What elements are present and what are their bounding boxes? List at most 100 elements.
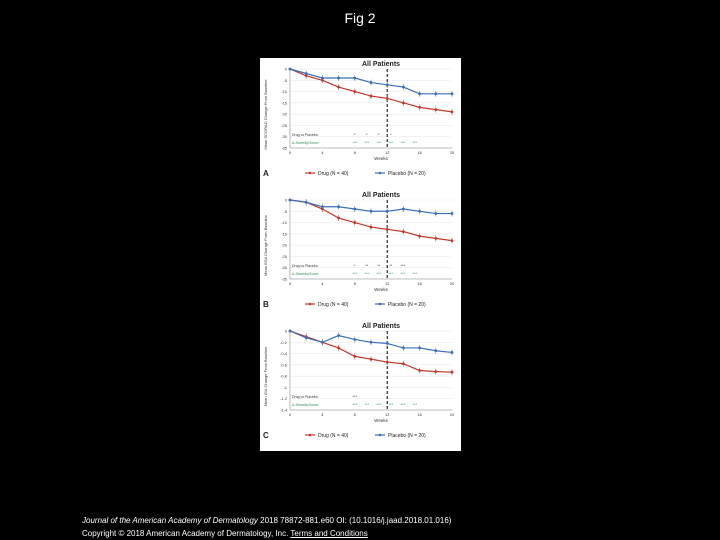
placebo-data-point <box>288 329 292 333</box>
legend-marker <box>378 171 382 175</box>
drug-data-point <box>369 94 373 98</box>
placebo-data-point <box>402 207 405 211</box>
citation-footer: Journal of the American Academy of Derma… <box>82 515 451 538</box>
y-tick-label: -30 <box>281 265 288 270</box>
y-tick-label: -5 <box>283 209 287 214</box>
placebo-data-point <box>337 334 340 337</box>
significance-mark: *** <box>400 263 405 268</box>
journal-name: Journal of the American Academy of Derma… <box>82 516 258 525</box>
annotation-label: Drug vs Placebo: <box>292 133 319 137</box>
y-tick-label: -5 <box>283 78 287 83</box>
placebo-data-point <box>402 85 405 89</box>
x-tick-label: 0 <box>289 412 292 417</box>
significance-mark: * <box>390 132 392 137</box>
drug-series-line <box>289 199 453 242</box>
drug-data-point <box>450 370 454 374</box>
x-tick-label: 20 <box>450 412 455 417</box>
significance-mark: *** <box>400 271 405 276</box>
legend-marker <box>378 433 382 437</box>
drug-series-line <box>289 330 453 373</box>
x-tick-label: 12 <box>385 150 390 155</box>
significance-mark: *** <box>412 140 417 145</box>
x-tick-label: 16 <box>417 150 422 155</box>
placebo-data-point <box>337 76 340 80</box>
legend-placebo-label: Placebo (N = 20) <box>388 433 426 439</box>
drug-data-point <box>369 225 373 229</box>
y-tick-label: 0 <box>285 329 288 334</box>
x-tick-label: 20 <box>450 150 455 155</box>
drug-data-point <box>402 230 405 233</box>
panel-label: B <box>263 300 269 309</box>
placebo-data-point <box>288 67 292 71</box>
placebo-data-point <box>288 198 292 202</box>
significance-mark: ** <box>389 263 393 268</box>
drug-data-point <box>385 360 389 364</box>
y-tick-label: -0.8 <box>280 374 288 379</box>
x-tick-label: 8 <box>354 412 357 417</box>
drug-data-point <box>337 346 340 350</box>
legend-marker <box>308 433 312 437</box>
x-axis-label: Weeks <box>374 156 388 161</box>
drug-data-point <box>337 85 340 89</box>
annotation-label: Δ-Severity/Score: <box>292 141 319 145</box>
copyright-line: Copyright © 2018 American Academy of Der… <box>82 528 368 540</box>
placebo-data-point <box>353 76 357 80</box>
drug-data-point <box>418 234 421 238</box>
y-tick-label: -25 <box>281 123 288 128</box>
legend-drug-label: Drug (N = 40) <box>318 171 349 177</box>
placebo-data-point <box>337 205 340 209</box>
drug-data-point <box>353 354 357 358</box>
drug-data-point <box>369 357 373 361</box>
placebo-data-point <box>304 72 308 75</box>
significance-mark: *** <box>388 140 393 145</box>
placebo-data-point <box>385 342 389 345</box>
drug-data-point <box>418 369 421 372</box>
y-tick-label: -0.6 <box>280 362 288 367</box>
significance-mark: *** <box>388 271 393 276</box>
panel-label: A <box>263 169 269 178</box>
y-tick-label: -25 <box>281 254 288 259</box>
x-tick-label: 4 <box>321 281 324 286</box>
placebo-data-point <box>450 92 454 96</box>
significance-mark: *** <box>364 140 369 145</box>
drug-data-point <box>385 96 389 100</box>
legend-placebo-label: Placebo (N = 20) <box>388 302 426 308</box>
placebo-data-point <box>385 209 389 213</box>
y-tick-label: -10 <box>281 220 288 225</box>
significance-mark: * <box>354 263 356 268</box>
significance-mark: * <box>378 132 380 137</box>
y-tick-label: -15 <box>281 231 288 236</box>
x-axis-label: Weeks <box>374 418 388 423</box>
drug-data-point <box>418 105 421 109</box>
figure-image: All Patients Mean SCORAD Change From Base… <box>260 58 461 451</box>
placebo-data-point <box>304 200 308 204</box>
drug-data-point <box>434 236 438 240</box>
drug-data-point <box>402 101 405 105</box>
x-tick-label: 0 <box>289 150 292 155</box>
placebo-data-point <box>434 92 438 96</box>
x-axis-label: Weeks <box>374 287 388 292</box>
significance-mark: *** <box>352 140 357 145</box>
y-tick-label: -15 <box>281 100 288 105</box>
significance-mark: *** <box>376 402 381 407</box>
legend-placebo-label: Placebo (N = 20) <box>388 171 426 177</box>
chart-panel-b: All Patients Mean BSA Change From Baselin… <box>263 192 455 309</box>
placebo-data-point <box>434 349 438 353</box>
placebo-data-point <box>321 76 324 80</box>
significance-mark: ** <box>377 263 381 268</box>
y-tick-label: -35 <box>281 277 288 282</box>
y-axis-label: Mean BSA Change From Baseline <box>263 214 268 276</box>
drug-data-point <box>434 108 438 112</box>
chart-title: All Patients <box>362 323 400 330</box>
significance-mark: *** <box>412 271 417 276</box>
y-tick-label: -30 <box>281 134 288 139</box>
significance-mark: *** <box>388 402 393 407</box>
y-tick-label: -1.4 <box>280 408 288 413</box>
x-tick-label: 4 <box>321 150 324 155</box>
significance-mark: *** <box>376 140 381 145</box>
terms-link[interactable]: Terms and Conditions <box>290 529 368 538</box>
legend-drug-label: Drug (N = 40) <box>318 302 349 308</box>
placebo-data-point <box>353 338 357 341</box>
annotation-label: Δ-Severity/Score: <box>292 272 319 276</box>
panel-label: C <box>263 431 269 440</box>
